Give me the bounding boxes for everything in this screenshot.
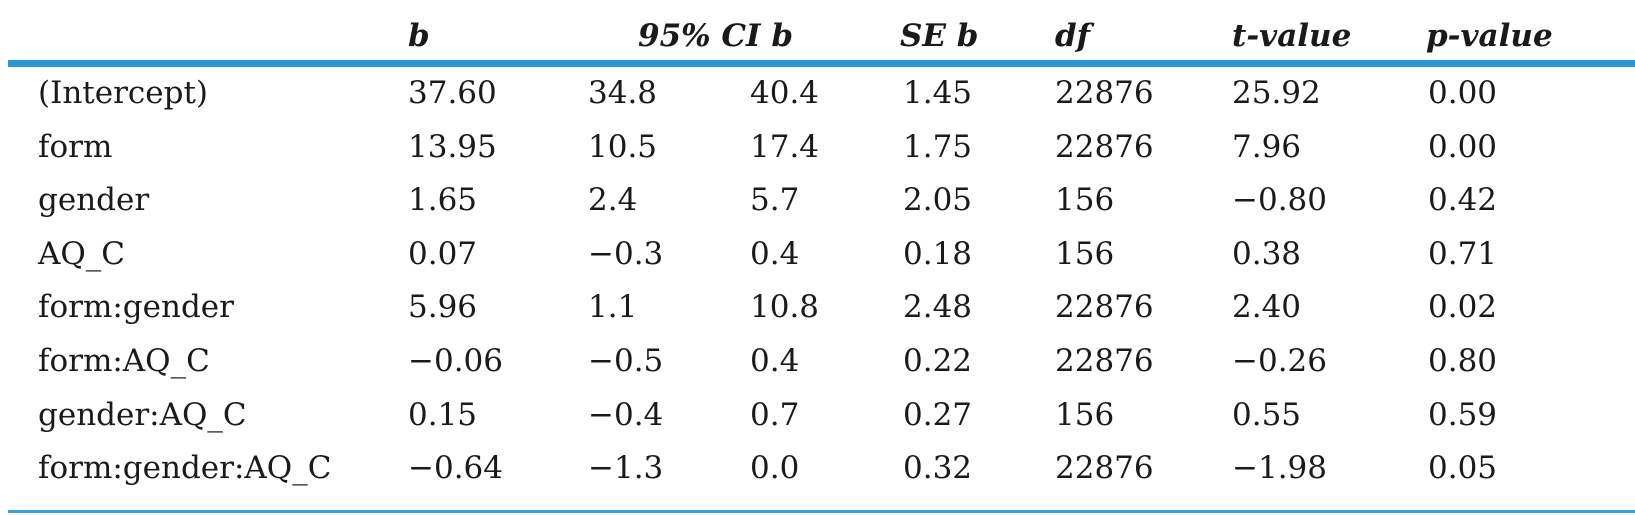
cell-ci-lower: −0.3 xyxy=(588,235,664,272)
cell-ci-lower: 34.8 xyxy=(588,75,658,111)
cell-p-value: 0.02 xyxy=(1428,289,1498,326)
cell-p-value: 0.71 xyxy=(1428,235,1498,272)
cell-term: form:gender:AQ_C xyxy=(38,450,332,487)
header-ci-b: 95% CI b xyxy=(638,18,794,54)
cell-t-value: 0.38 xyxy=(1232,235,1302,272)
cell-df: 156 xyxy=(1055,182,1115,219)
cell-ci-upper: 17.4 xyxy=(750,128,820,165)
cell-b: −0.06 xyxy=(408,343,503,379)
cell-t-value: 0.55 xyxy=(1232,396,1302,433)
header-df: df xyxy=(1055,18,1091,54)
header-t-value: t-value xyxy=(1232,18,1352,54)
cell-se-b: 1.45 xyxy=(903,75,973,111)
cell-p-value: 0.00 xyxy=(1428,75,1498,111)
cell-term: form:AQ_C xyxy=(38,343,210,379)
table-row: gender 1.65 2.4 5.7 2.05 156 −0.80 0.42 xyxy=(0,172,1635,228)
table-row: form 13.95 10.5 17.4 1.75 22876 7.96 0.00 xyxy=(0,119,1635,175)
cell-term: (Intercept) xyxy=(38,75,209,111)
cell-t-value: −1.98 xyxy=(1232,450,1327,487)
cell-t-value: −0.26 xyxy=(1232,343,1327,379)
table-row: (Intercept) 37.60 34.8 40.4 1.45 22876 25.92 0.… xyxy=(0,65,1635,121)
cell-p-value: 0.59 xyxy=(1428,396,1498,433)
header-se-b: SE b xyxy=(900,18,979,54)
cell-ci-lower: −1.3 xyxy=(588,450,664,487)
cell-t-value: 7.96 xyxy=(1232,128,1302,165)
cell-se-b: 0.27 xyxy=(903,396,973,433)
cell-ci-upper: 5.7 xyxy=(750,182,800,219)
cell-term: form:gender xyxy=(38,289,234,326)
cell-term: gender:AQ_C xyxy=(38,396,247,433)
cell-ci-upper: 0.7 xyxy=(750,396,800,433)
cell-ci-lower: −0.5 xyxy=(588,343,664,379)
header-b: b xyxy=(408,18,430,54)
cell-se-b: 2.05 xyxy=(903,182,973,219)
cell-df: 156 xyxy=(1055,235,1115,272)
cell-ci-lower: 1.1 xyxy=(588,289,638,326)
cell-ci-upper: 0.0 xyxy=(750,450,800,487)
table-row: form:AQ_C −0.06 −0.5 0.4 0.22 22876 −0.26 0.80 xyxy=(0,333,1635,389)
cell-se-b: 2.48 xyxy=(903,289,973,326)
table-row: form:gender 5.96 1.1 10.8 2.48 22876 2.40 0.02 xyxy=(0,279,1635,335)
cell-b: 5.96 xyxy=(408,289,478,326)
table-row: AQ_C 0.07 −0.3 0.4 0.18 156 0.38 0.71 xyxy=(0,226,1635,282)
cell-term: form xyxy=(38,128,113,165)
cell-t-value: 2.40 xyxy=(1232,289,1302,326)
cell-term: gender xyxy=(38,182,150,219)
cell-b: 1.65 xyxy=(408,182,478,219)
cell-t-value: −0.80 xyxy=(1232,182,1327,219)
cell-p-value: 0.05 xyxy=(1428,450,1498,487)
cell-ci-lower: 10.5 xyxy=(588,128,658,165)
cell-df: 22876 xyxy=(1055,128,1154,165)
cell-t-value: 25.92 xyxy=(1232,75,1321,111)
cell-se-b: 0.22 xyxy=(903,343,973,379)
cell-p-value: 0.00 xyxy=(1428,128,1498,165)
cell-se-b: 0.18 xyxy=(903,235,973,272)
table-row: gender:AQ_C 0.15 −0.4 0.7 0.27 156 0.55 0.59 xyxy=(0,387,1635,443)
table-row: form:gender:AQ_C −0.64 −1.3 0.0 0.32 22876 −1.… xyxy=(0,440,1635,496)
cell-df: 22876 xyxy=(1055,289,1154,326)
cell-p-value: 0.80 xyxy=(1428,343,1498,379)
cell-ci-lower: 2.4 xyxy=(588,182,638,219)
cell-b: 13.95 xyxy=(408,128,497,165)
cell-p-value: 0.42 xyxy=(1428,182,1498,219)
cell-df: 22876 xyxy=(1055,343,1154,379)
cell-b: 37.60 xyxy=(408,75,497,111)
cell-b: 0.15 xyxy=(408,396,478,433)
cell-se-b: 1.75 xyxy=(903,128,973,165)
cell-ci-upper: 0.4 xyxy=(750,235,800,272)
cell-b: −0.64 xyxy=(408,450,503,487)
header-rule xyxy=(8,60,1635,67)
cell-b: 0.07 xyxy=(408,235,478,272)
cell-ci-upper: 40.4 xyxy=(750,75,820,111)
cell-se-b: 0.32 xyxy=(903,450,973,487)
cell-df: 22876 xyxy=(1055,75,1154,111)
header-p-value: p-value xyxy=(1426,18,1553,54)
cell-ci-upper: 0.4 xyxy=(750,343,800,379)
bottom-rule xyxy=(8,510,1635,513)
cell-ci-upper: 10.8 xyxy=(750,289,820,326)
cell-ci-lower: −0.4 xyxy=(588,396,664,433)
cell-df: 22876 xyxy=(1055,450,1154,487)
cell-df: 156 xyxy=(1055,396,1115,433)
cell-term: AQ_C xyxy=(38,235,126,272)
